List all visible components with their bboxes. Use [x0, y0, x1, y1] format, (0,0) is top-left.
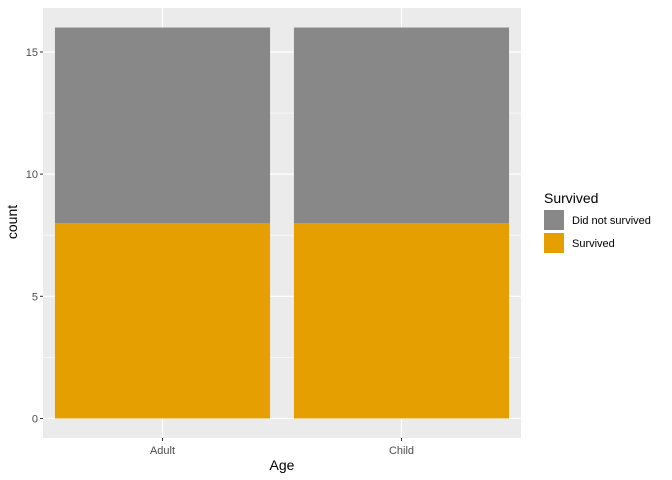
y-tick-label: 0: [32, 413, 38, 425]
y-tick-label: 5: [32, 291, 38, 303]
y-axis-title: count: [4, 205, 20, 239]
legend-label: Survived: [572, 238, 615, 250]
x-axis: Adult Child: [150, 438, 414, 457]
legend: Survived Did not survived Survived: [544, 190, 651, 253]
x-tick-label-adult: Adult: [150, 445, 175, 457]
bar-adult-survived: [54, 223, 271, 419]
bar-child-did-not-survived: [293, 27, 510, 223]
legend-key-survived: [544, 233, 564, 253]
bar-child-survived: [293, 223, 510, 419]
plot-panel: [43, 8, 521, 438]
y-tick-label: 10: [26, 169, 38, 181]
x-tick-label-child: Child: [389, 445, 414, 457]
bar-adult-did-not-survived: [54, 27, 271, 223]
y-tick-label: 15: [26, 47, 38, 59]
y-axis: 0 5 10 15: [26, 47, 43, 425]
bars: [54, 27, 510, 419]
legend-key-did-not-survived: [544, 210, 564, 230]
legend-label: Did not survived: [572, 215, 651, 227]
legend-title: Survived: [544, 190, 598, 206]
x-axis-title: Age: [270, 457, 295, 473]
